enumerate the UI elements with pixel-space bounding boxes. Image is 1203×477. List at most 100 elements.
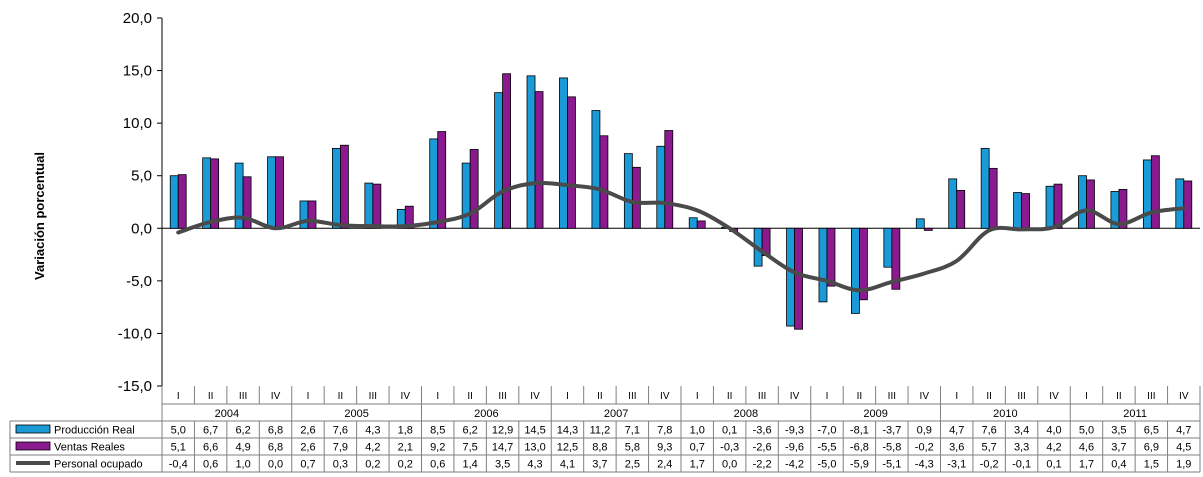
bar-produccion-2009-I — [818, 227, 828, 303]
data-label: 6,6 — [203, 442, 218, 454]
quarter-label: II — [208, 391, 214, 402]
data-label: 5,0 — [1079, 425, 1094, 437]
data-label: 6,5 — [1144, 425, 1159, 437]
bar-produccion-2010-II — [980, 147, 990, 229]
data-label: 2,1 — [398, 442, 413, 454]
data-label: -0,2 — [980, 459, 999, 471]
data-label: 8,8 — [592, 442, 607, 454]
bar-ventas-2005-II — [340, 144, 349, 229]
data-label: 3,6 — [949, 442, 964, 454]
data-label: 3,5 — [1111, 425, 1126, 437]
quarter-label: III — [1017, 391, 1025, 402]
data-label: 4,5 — [1176, 442, 1191, 454]
data-label: 1,7 — [1079, 459, 1094, 471]
y-tick-label: 5,0 — [131, 168, 152, 185]
quarter-label: III — [1147, 391, 1155, 402]
bar-produccion-2010-III — [1013, 192, 1022, 229]
bar-produccion-2004-IV — [267, 156, 276, 229]
quarter-label: II — [986, 391, 992, 402]
bar-ventas-2006-I — [437, 131, 447, 229]
bar-ventas-2009-II — [859, 227, 868, 301]
quarter-label: IV — [1179, 391, 1189, 402]
year-label: 2010 — [993, 408, 1017, 420]
data-label: 1,7 — [690, 459, 705, 471]
quarter-label: III — [628, 391, 636, 402]
year-label: 2004 — [215, 408, 239, 420]
data-label: -0,2 — [915, 442, 934, 454]
data-label: 6,9 — [1144, 442, 1159, 454]
bar-ventas-2007-I — [567, 96, 576, 229]
quarter-label: II — [338, 391, 344, 402]
bar-produccion-2004-I — [169, 175, 179, 229]
bar-ventas-2005-IV — [404, 205, 414, 229]
y-tick-label: 15,0 — [123, 63, 152, 80]
quarter-label: III — [758, 391, 766, 402]
quarter-label: IV — [790, 391, 800, 402]
data-label: 4,6 — [1079, 442, 1094, 454]
quarter-label: I — [1085, 391, 1088, 402]
legend-key — [15, 424, 51, 434]
bar-produccion-2011-III — [1142, 159, 1152, 229]
data-label: 12,5 — [557, 442, 578, 454]
data-label: 0,2 — [398, 459, 413, 471]
data-label: -0,1 — [1012, 459, 1031, 471]
bar-produccion-2009-II — [851, 227, 860, 314]
quarter-label: I — [436, 391, 439, 402]
data-label: 1,9 — [1176, 459, 1191, 471]
bar-ventas-2007-IV — [664, 130, 674, 229]
data-label: 4,7 — [949, 425, 964, 437]
bar-produccion-2010-I — [948, 178, 958, 229]
data-label: 14,3 — [557, 425, 578, 437]
legend-key — [15, 441, 51, 451]
data-label: 4,7 — [1176, 425, 1191, 437]
data-label: 1,0 — [235, 459, 250, 471]
data-label: 7,5 — [463, 442, 478, 454]
data-label: -9,3 — [785, 425, 804, 437]
bar-produccion-2005-II — [332, 147, 341, 229]
data-label: 4,2 — [365, 442, 380, 454]
bar-produccion-2011-I — [1078, 175, 1087, 229]
data-label: 8,5 — [430, 425, 445, 437]
quarter-label: I — [177, 391, 180, 402]
bar-ventas-2007-III — [631, 166, 641, 229]
quarter-label: I — [696, 391, 699, 402]
bar-ventas-2008-IV — [794, 227, 803, 330]
y-tick-label: -15,0 — [118, 378, 152, 395]
bar-ventas-2006-III — [502, 73, 511, 229]
data-label: 5,1 — [171, 442, 186, 454]
bar-produccion-2007-III — [623, 153, 633, 229]
data-label: -3,7 — [882, 425, 901, 437]
bar-ventas-2010-III — [1021, 193, 1030, 229]
data-label: -5,1 — [882, 459, 901, 471]
data-label: -5,5 — [817, 442, 836, 454]
data-label: 9,3 — [657, 442, 672, 454]
data-label: 3,4 — [1014, 425, 1029, 437]
data-label: 12,9 — [492, 425, 513, 437]
year-label: 2005 — [344, 408, 368, 420]
data-label: 6,2 — [235, 425, 250, 437]
quarter-label: IV — [1049, 391, 1059, 402]
bar-produccion-2006-II — [461, 162, 471, 229]
data-label: 2,5 — [625, 459, 640, 471]
bar-produccion-2006-IV — [526, 75, 536, 229]
quarter-label: IV — [401, 391, 411, 402]
data-label: 3,5 — [495, 459, 510, 471]
data-label: 13,0 — [524, 442, 545, 454]
bar-produccion-2011-IV — [1175, 178, 1185, 229]
data-label: 0,7 — [300, 459, 315, 471]
quarter-label: IV — [660, 391, 670, 402]
bar-produccion-2004-II — [202, 157, 212, 229]
bar-produccion-2005-I — [299, 200, 309, 229]
quarter-label: II — [597, 391, 603, 402]
bar-produccion-2009-IV — [915, 218, 925, 229]
data-label: 1,0 — [690, 425, 705, 437]
data-label: 2,6 — [300, 425, 315, 437]
data-label: 0,0 — [722, 459, 737, 471]
data-label: 7,9 — [333, 442, 348, 454]
data-label: 3,7 — [1111, 442, 1126, 454]
data-label: 6,7 — [203, 425, 218, 437]
data-label: -3,6 — [753, 425, 772, 437]
data-label: 9,2 — [430, 442, 445, 454]
bar-ventas-2006-IV — [534, 91, 544, 229]
bar-ventas-2006-II — [469, 149, 479, 229]
